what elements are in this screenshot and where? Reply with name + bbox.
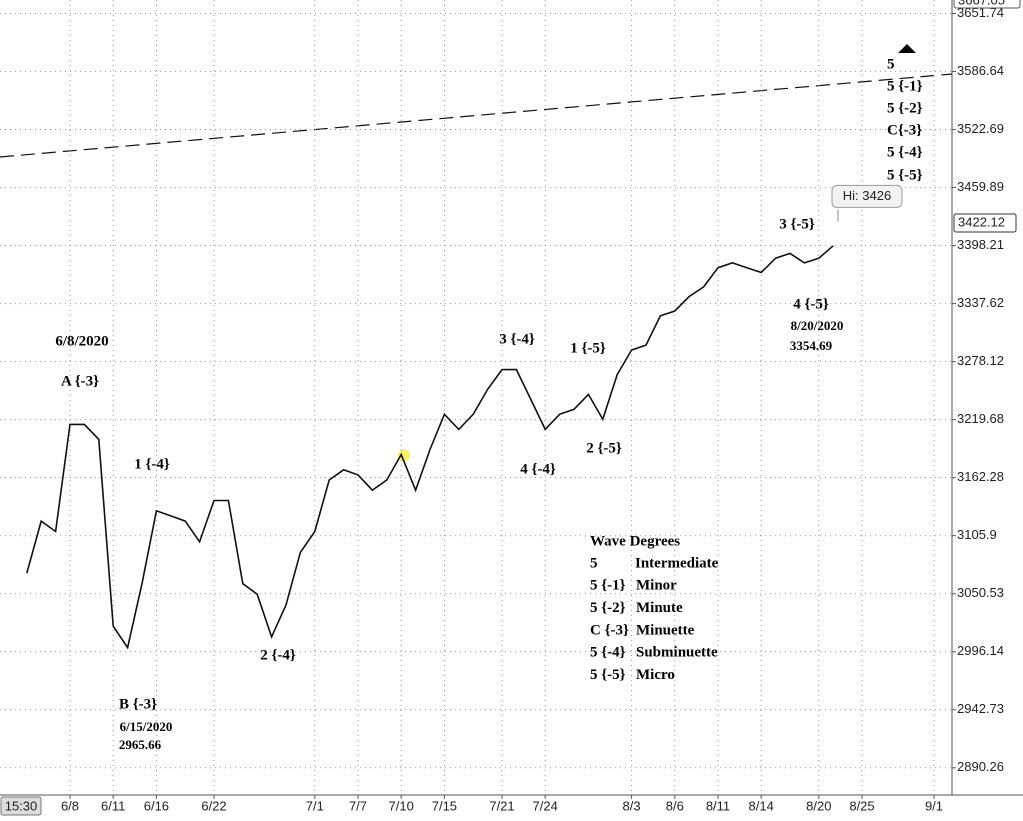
wave-label: 6/8/2020: [55, 333, 108, 349]
price-line: [26, 245, 834, 650]
legend-code: 5 {-5}: [590, 667, 626, 683]
legend-name: Subminuette: [636, 645, 718, 661]
wave-label: 6/15/2020: [120, 719, 173, 734]
wave-label: 4 {-5}: [793, 296, 829, 312]
y-tick-label: 3050.53: [957, 585, 1004, 600]
legend-code: 5: [590, 555, 598, 571]
wave-label: 2965.66: [119, 737, 162, 752]
x-tick-label: 8/3: [623, 798, 641, 813]
x-tick-label: 8/25: [849, 798, 874, 813]
y-tick-label: 3459.89: [957, 179, 1004, 194]
x-tick-label: 8/20: [806, 798, 831, 813]
y-tick-label: 3219.68: [957, 411, 1004, 426]
wave-label: 5 {-1}: [887, 78, 923, 94]
y-tick-label: 2996.14: [957, 643, 1004, 658]
legend-name: Minuette: [636, 622, 695, 638]
wave-label: 3 {-5}: [779, 216, 815, 232]
wave-label: 5 {-4}: [887, 144, 923, 160]
wave-label: 2 {-5}: [586, 440, 622, 456]
top-price-badge: [953, 0, 1021, 9]
legend-name: Micro: [636, 667, 675, 683]
x-tick-label: 7/24: [533, 798, 558, 813]
high-label: Hi: 3426: [843, 188, 891, 203]
y-tick-label: 3586.64: [957, 63, 1004, 78]
y-tick-label: 3162.28: [957, 469, 1004, 484]
wave-label: 2 {-4}: [260, 647, 296, 663]
y-tick-label: 2890.26: [957, 759, 1004, 774]
wave-label: 1 {-5}: [570, 340, 606, 356]
legend-name: Intermediate: [635, 555, 719, 571]
high-badge: [831, 184, 903, 208]
y-tick-label: 2942.73: [957, 701, 1004, 716]
x-tick-label: 6/22: [201, 798, 226, 813]
wave-label: 3354.69: [790, 338, 833, 353]
legend-name: Minute: [636, 600, 683, 616]
x-tick-label: 7/15: [432, 798, 457, 813]
wave-label: 4 {-4}: [520, 461, 556, 477]
top-price-label: 3667.05: [958, 0, 1005, 7]
legend-code: 5 {-2}: [590, 600, 626, 616]
trend-line: [0, 73, 953, 158]
y-tick-label: 3105.9: [957, 527, 997, 542]
y-tick-label: 3651.74: [957, 5, 1004, 20]
x-tick-label: 8/11: [706, 798, 730, 813]
x-tick-label: 7/7: [349, 798, 367, 813]
legend-title: Wave Degrees: [590, 533, 680, 549]
x-tick-label: 6/11: [101, 798, 125, 813]
x-tick-label: 7/1: [306, 798, 324, 813]
last-price-label: 3422.12: [958, 214, 1005, 229]
legend-code: C {-3}: [590, 622, 629, 638]
legend-name: Minor: [636, 578, 677, 594]
legend-code: 5 {-1}: [590, 578, 626, 594]
highlight-dot: [398, 449, 410, 461]
wave-label: 5 {-5}: [887, 167, 923, 183]
x-tick-label: 6/16: [144, 798, 169, 813]
x-tick-label: 9/1: [925, 798, 943, 813]
x-tick-label: 7/10: [389, 798, 414, 813]
legend-code: 5 {-4}: [590, 645, 626, 661]
wave-label: 3 {-4}: [499, 331, 535, 347]
wave-label: B {-3}: [119, 696, 157, 712]
wave-label: 1 {-4}: [134, 456, 170, 472]
wave-label: 5 {-2}: [887, 100, 923, 116]
x-tick-label: 8/6: [666, 798, 684, 813]
x-tick-label: 7/21: [489, 798, 514, 813]
time-badge: [0, 796, 42, 816]
wave-label: 8/20/2020: [791, 318, 844, 333]
last-price-badge: [953, 213, 1017, 233]
y-tick-label: 3398.21: [957, 237, 1004, 252]
time-label: 15:30: [5, 798, 38, 813]
wave-label: C{-3}: [887, 122, 922, 138]
x-tick-label: 6/8: [61, 798, 79, 813]
y-tick-label: 3522.69: [957, 121, 1004, 136]
x-tick-label: 8/14: [749, 798, 774, 813]
wave-label: A {-3}: [61, 373, 99, 389]
wave-label: 5: [887, 56, 895, 72]
y-tick-label: 3278.12: [957, 353, 1004, 368]
y-tick-label: 3337.62: [957, 295, 1004, 310]
arrow-marker: [898, 44, 916, 53]
